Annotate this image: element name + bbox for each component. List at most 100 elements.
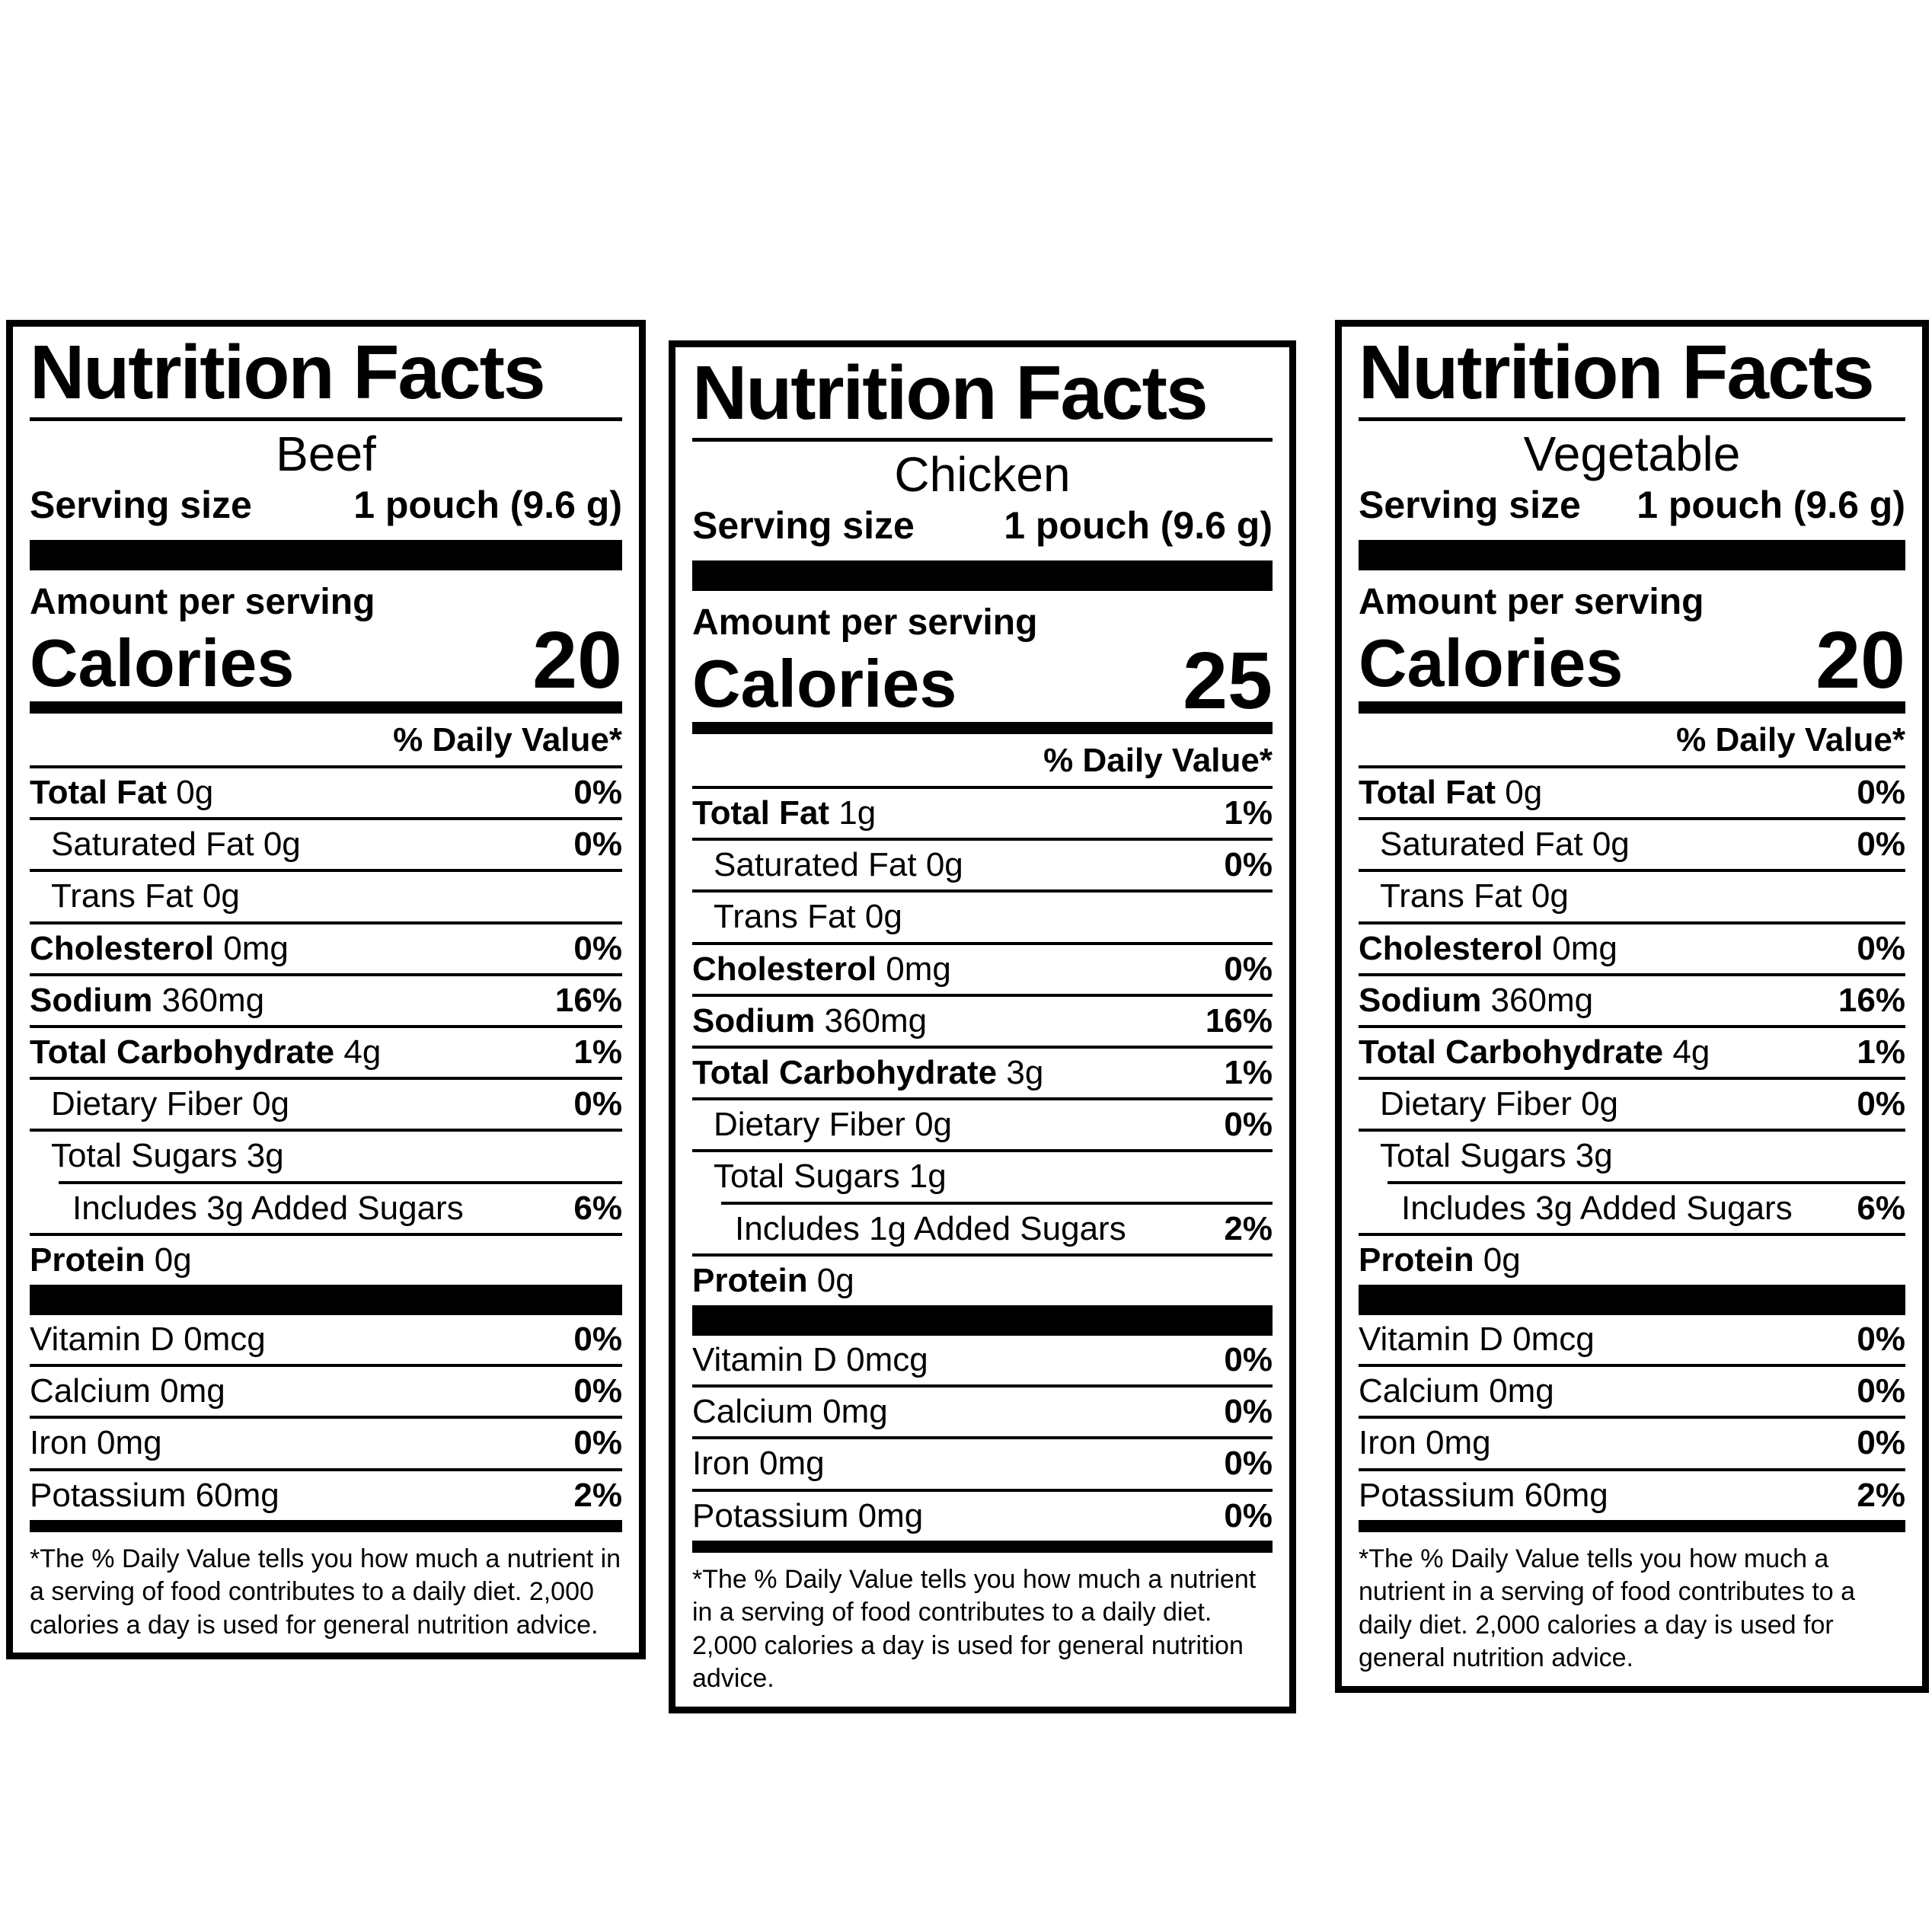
nutrient-label: Calcium 0mg xyxy=(30,1372,225,1410)
daily-value: 0% xyxy=(573,1085,622,1123)
serving-size-row: Serving size 1 pouch (9.6 g) xyxy=(30,484,622,528)
row-separator xyxy=(692,1097,1273,1101)
divider-bar-thick xyxy=(1359,539,1905,570)
nutrient-label: Sodium 360mg xyxy=(30,981,265,1019)
nutrient-row: Saturated Fat 0g 0% xyxy=(692,841,1273,889)
row-separator xyxy=(30,1364,622,1368)
nutrient-row: Trans Fat 0g xyxy=(1359,872,1905,921)
daily-value: 1% xyxy=(1224,794,1273,832)
nutrient-label: Potassium 0mg xyxy=(692,1496,924,1534)
nutrient-row: Protein 0g xyxy=(30,1236,622,1285)
divider-bar-medium xyxy=(1359,1519,1905,1532)
divider-bar-medium xyxy=(30,701,622,714)
amount-per-serving-label: Amount per serving xyxy=(1359,581,1704,622)
nutrient-label: Protein 0g xyxy=(1359,1241,1521,1279)
row-separator xyxy=(692,889,1273,893)
nutrient-label: Vitamin D 0mcg xyxy=(692,1340,928,1378)
nutrient-label: Potassium 60mg xyxy=(1359,1476,1608,1514)
footnote: *The % Daily Value tells you how much a … xyxy=(30,1544,621,1640)
label-title: Nutrition Facts xyxy=(30,330,546,415)
nutrient-label: Total Carbohydrate 4g xyxy=(30,1033,382,1071)
divider-bar-medium xyxy=(692,722,1273,735)
nutrition-label-vegetable: Nutrition Facts Vegetable Serving size 1… xyxy=(1335,320,1929,1693)
nutrient-label: Protein 0g xyxy=(30,1241,192,1279)
daily-value: 1% xyxy=(573,1033,622,1071)
nutrient-label: Total Fat 0g xyxy=(1359,774,1543,812)
flavor-name: Chicken xyxy=(894,447,1071,502)
serving-size-value: 1 pouch (9.6 g) xyxy=(1004,504,1273,548)
nutrient-row: Includes 3g Added Sugars 6% xyxy=(30,1184,622,1233)
nutrient-row: Total Sugars 3g xyxy=(1359,1132,1905,1180)
daily-value-header: % Daily Value* xyxy=(692,734,1273,790)
nutrient-row: Calcium 0mg 0% xyxy=(1359,1367,1905,1416)
nutrient-label: Cholesterol 0mg xyxy=(692,950,951,988)
daily-value: 0% xyxy=(1857,1320,1905,1358)
nutrient-row: Iron 0mg 0% xyxy=(1359,1419,1905,1467)
nutrient-label: Sodium 360mg xyxy=(692,1001,928,1039)
row-separator xyxy=(30,972,622,976)
nutrient-row: Total Fat 0g 0% xyxy=(30,768,622,817)
row-separator xyxy=(1359,972,1905,976)
nutrient-label: Saturated Fat 0g xyxy=(51,825,301,864)
nutrient-label: Iron 0mg xyxy=(30,1424,162,1462)
nutrient-row: Dietary Fiber 0g 0% xyxy=(1359,1080,1905,1129)
nutrient-label: Includes 3g Added Sugars xyxy=(1401,1189,1793,1227)
divider-bar-medium xyxy=(692,1540,1273,1553)
daily-value: 0% xyxy=(1857,825,1905,864)
nutrient-label: Vitamin D 0mcg xyxy=(1359,1320,1595,1358)
label-title: Nutrition Facts xyxy=(1359,330,1875,415)
row-separator xyxy=(692,993,1273,997)
calories-row: Calories 20 xyxy=(1359,615,1905,705)
daily-value: 1% xyxy=(1224,1054,1273,1092)
daily-value: 16% xyxy=(1205,1001,1273,1039)
row-separator xyxy=(721,1201,1273,1205)
row-separator xyxy=(59,1180,622,1184)
nutrient-label: Includes 3g Added Sugars xyxy=(72,1189,464,1227)
row-separator xyxy=(30,1416,622,1419)
row-separator xyxy=(30,1025,622,1029)
row-separator xyxy=(1359,1077,1905,1081)
nutrient-row: Total Fat 1g 1% xyxy=(692,789,1273,838)
nutrition-label-chicken: Nutrition Facts Chicken Serving size 1 p… xyxy=(669,340,1296,1713)
nutrient-row: Vitamin D 0mcg 0% xyxy=(692,1336,1273,1384)
nutrient-label: Total Carbohydrate 4g xyxy=(1359,1033,1710,1071)
nutrient-row: Total Carbohydrate 3g 1% xyxy=(692,1049,1273,1097)
row-separator xyxy=(1359,1025,1905,1029)
nutrient-row: Sodium 360mg 16% xyxy=(692,997,1273,1046)
divider-bar-thick xyxy=(692,1304,1273,1336)
daily-value: 0% xyxy=(573,825,622,864)
nutrient-row: Saturated Fat 0g 0% xyxy=(1359,820,1905,869)
calories-label: Calories xyxy=(1359,625,1624,701)
flavor-name: Beef xyxy=(276,426,376,481)
daily-value: 0% xyxy=(573,774,622,812)
daily-value: 16% xyxy=(1838,981,1905,1019)
row-separator xyxy=(30,1129,622,1132)
nutrient-label: Cholesterol 0mg xyxy=(30,929,289,967)
nutrient-label: Dietary Fiber 0g xyxy=(1380,1085,1619,1123)
nutrient-label: Includes 1g Added Sugars xyxy=(735,1209,1126,1247)
nutrient-row: Sodium 360mg 16% xyxy=(1359,976,1905,1025)
nutrient-row: Protein 0g xyxy=(692,1257,1273,1305)
daily-value: 2% xyxy=(1857,1476,1905,1514)
daily-value: 0% xyxy=(1224,846,1273,884)
row-separator xyxy=(1359,869,1905,873)
serving-size-label: Serving size xyxy=(1359,484,1581,527)
nutrient-label: Protein 0g xyxy=(692,1261,854,1299)
nutrient-row: Total Sugars 3g xyxy=(30,1132,622,1180)
calories-value: 20 xyxy=(1815,615,1905,705)
divider-bar-thick xyxy=(30,539,622,570)
daily-value: 2% xyxy=(1224,1209,1273,1247)
daily-value: 0% xyxy=(1857,1085,1905,1123)
serving-size-row: Serving size 1 pouch (9.6 g) xyxy=(692,504,1273,548)
micronutrient-rows: Vitamin D 0mcg 0% Calcium 0mg 0% Iron 0mg 0% P… xyxy=(30,1315,622,1520)
daily-value: 0% xyxy=(1224,1106,1273,1144)
daily-value: 1% xyxy=(1857,1033,1905,1071)
nutrient-label: Total Fat 1g xyxy=(692,794,877,832)
nutrient-row: Includes 3g Added Sugars 6% xyxy=(1359,1184,1905,1233)
nutrient-row: Dietary Fiber 0g 0% xyxy=(692,1100,1273,1149)
nutrient-label: Potassium 60mg xyxy=(30,1476,279,1514)
calories-row: Calories 25 xyxy=(692,640,1273,720)
nutrient-row: Total Carbohydrate 4g 1% xyxy=(1359,1028,1905,1077)
nutrient-label: Total Sugars 3g xyxy=(51,1137,284,1175)
nutrient-row: Iron 0mg 0% xyxy=(30,1419,622,1467)
